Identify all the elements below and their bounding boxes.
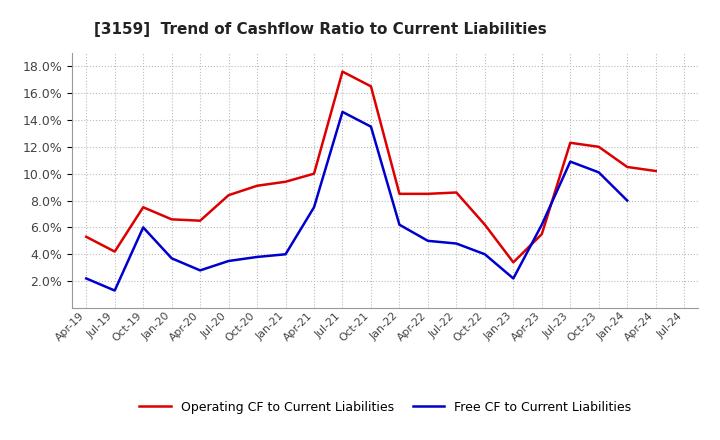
Free CF to Current Liabilities: [395, 222, 404, 227]
Free CF to Current Liabilities: [423, 238, 432, 243]
Legend: Operating CF to Current Liabilities, Free CF to Current Liabilities: Operating CF to Current Liabilities, Fre…: [135, 396, 636, 419]
Free CF to Current Liabilities: [338, 109, 347, 114]
Operating CF to Current Liabilities: [282, 179, 290, 184]
Free CF to Current Liabilities: [480, 252, 489, 257]
Operating CF to Current Liabilities: [167, 217, 176, 222]
Free CF to Current Liabilities: [537, 222, 546, 227]
Free CF to Current Liabilities: [310, 205, 318, 210]
Operating CF to Current Liabilities: [395, 191, 404, 197]
Operating CF to Current Liabilities: [366, 84, 375, 89]
Line: Free CF to Current Liabilities: Free CF to Current Liabilities: [86, 112, 627, 290]
Free CF to Current Liabilities: [452, 241, 461, 246]
Operating CF to Current Liabilities: [480, 222, 489, 227]
Operating CF to Current Liabilities: [196, 218, 204, 224]
Operating CF to Current Liabilities: [537, 231, 546, 237]
Operating CF to Current Liabilities: [110, 249, 119, 254]
Operating CF to Current Liabilities: [652, 169, 660, 174]
Free CF to Current Liabilities: [595, 170, 603, 175]
Operating CF to Current Liabilities: [139, 205, 148, 210]
Free CF to Current Liabilities: [253, 254, 261, 260]
Free CF to Current Liabilities: [139, 225, 148, 230]
Operating CF to Current Liabilities: [595, 144, 603, 150]
Free CF to Current Liabilities: [566, 159, 575, 164]
Free CF to Current Liabilities: [366, 124, 375, 129]
Free CF to Current Liabilities: [623, 198, 631, 203]
Operating CF to Current Liabilities: [253, 183, 261, 188]
Free CF to Current Liabilities: [196, 268, 204, 273]
Operating CF to Current Liabilities: [623, 164, 631, 169]
Free CF to Current Liabilities: [509, 276, 518, 281]
Operating CF to Current Liabilities: [509, 260, 518, 265]
Free CF to Current Liabilities: [82, 276, 91, 281]
Operating CF to Current Liabilities: [338, 69, 347, 74]
Operating CF to Current Liabilities: [423, 191, 432, 197]
Operating CF to Current Liabilities: [566, 140, 575, 146]
Line: Operating CF to Current Liabilities: Operating CF to Current Liabilities: [86, 72, 656, 262]
Operating CF to Current Liabilities: [452, 190, 461, 195]
Operating CF to Current Liabilities: [310, 171, 318, 176]
Free CF to Current Liabilities: [167, 256, 176, 261]
Free CF to Current Liabilities: [225, 258, 233, 264]
Free CF to Current Liabilities: [282, 252, 290, 257]
Free CF to Current Liabilities: [110, 288, 119, 293]
Text: [3159]  Trend of Cashflow Ratio to Current Liabilities: [3159] Trend of Cashflow Ratio to Curren…: [94, 22, 546, 37]
Operating CF to Current Liabilities: [225, 193, 233, 198]
Operating CF to Current Liabilities: [82, 234, 91, 239]
